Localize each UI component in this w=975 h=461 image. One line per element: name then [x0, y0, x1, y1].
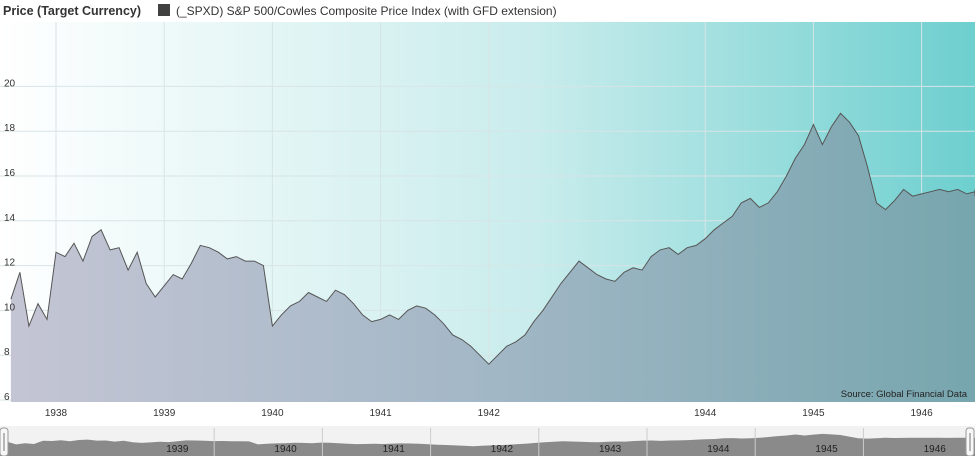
- navigator-series-area: [0, 433, 975, 456]
- source-label: Source: Global Financial Data: [841, 389, 968, 400]
- x-tick-labels: 1938 1939 1940 1941 1942 1944 1945 1946: [45, 408, 933, 419]
- y-tick-label: 14: [4, 213, 16, 224]
- navigator-year-label: 1946: [924, 444, 947, 455]
- x-tick-label: 1944: [694, 408, 717, 419]
- legend-swatch[interactable]: [158, 4, 170, 16]
- y-tick-label: 8: [4, 347, 10, 358]
- x-tick-label: 1940: [261, 408, 284, 419]
- series-line: [10, 112, 975, 365]
- y-tick-label: 10: [4, 302, 16, 313]
- navigator[interactable]: 1939 1940 1941 1942 1943 1944 1945 1946: [0, 426, 975, 457]
- y-tick-label: 20: [4, 78, 16, 89]
- series-area: [10, 113, 975, 403]
- navigator-year-label: 1942: [491, 444, 514, 455]
- navigator-year-label: 1940: [274, 444, 297, 455]
- x-tick-label: 1942: [478, 408, 501, 419]
- y-tick-label: 18: [4, 123, 16, 134]
- navigator-year-label: 1941: [383, 444, 406, 455]
- y-tick-label: 12: [4, 258, 16, 269]
- x-tick-label: 1946: [910, 408, 933, 419]
- x-tick-label: 1938: [45, 408, 68, 419]
- navigator-year-labels: 1939 1940 1941 1942 1943 1944 1945 1946: [166, 428, 973, 456]
- x-axis-band: [0, 402, 975, 425]
- y-tick-label: 6: [4, 392, 10, 403]
- legend-label[interactable]: (_SPXD) S&P 500/Cowles Composite Price I…: [176, 4, 557, 18]
- navigator-year-label: 1943: [599, 444, 622, 455]
- y-tick-label: 16: [4, 168, 16, 179]
- navigator-year-label: 1944: [707, 444, 730, 455]
- x-tick-label: 1945: [802, 408, 825, 419]
- y-tick-labels: 6 8 10 12 14 16 18 20: [4, 78, 16, 403]
- navigator-year-label: 1939: [166, 444, 189, 455]
- y-axis-title: Price (Target Currency): [3, 4, 141, 18]
- navigator-year-label: 1945: [815, 444, 838, 455]
- x-tick-label: 1941: [369, 408, 392, 419]
- x-tick-label: 1939: [153, 408, 176, 419]
